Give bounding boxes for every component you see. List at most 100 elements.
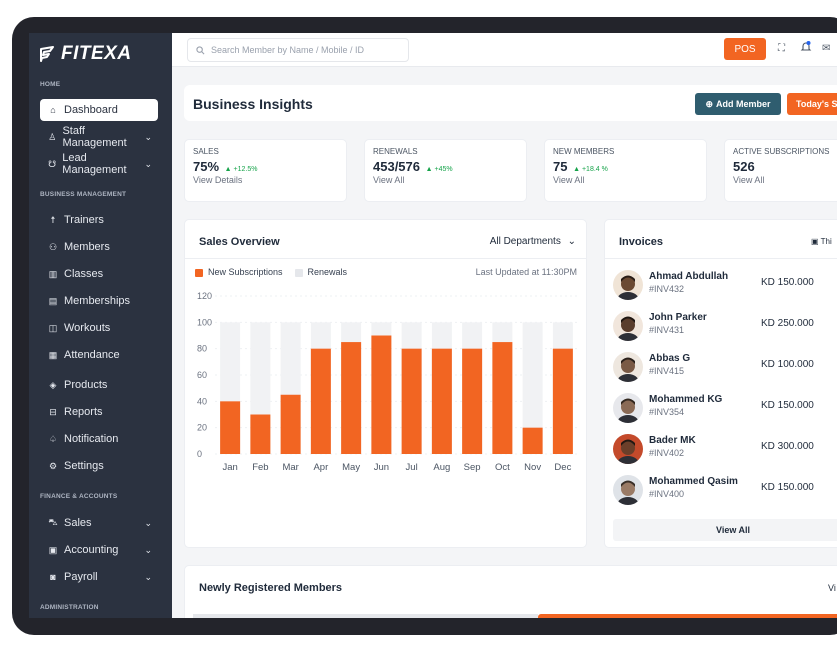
view-all-invoices-button[interactable]: View All [613,519,837,541]
sidebar-item-attendance[interactable]: ▦ Attendance [40,344,158,366]
brand-logo[interactable]: FITEXA [39,43,132,65]
trainer-icon: ☨ [50,214,56,225]
sidebar-item-accounting[interactable]: ▣ Accounting ⌄ [40,539,158,561]
sidebar-item-label: Payroll [64,571,98,583]
section-finance: FINANCE & ACCOUNTS [40,493,118,500]
products-icon: ◈ [49,379,57,390]
department-value: All Departments [489,236,561,247]
cart-icon: ⛍ [48,517,58,527]
sidebar-item-payroll[interactable]: ◙ Payroll ⌄ [40,566,158,588]
sidebar-item-members[interactable]: ⚇ Members [40,236,158,258]
invoice-row[interactable]: Ahmad Abdullah #INV432 KD 150.000 [613,268,837,302]
bar-new-subscriptions[interactable] [522,427,543,454]
x-tick-label: Nov [524,462,541,473]
bar-renewals[interactable] [522,322,543,454]
invoice-customer-name: John Parker [649,312,707,323]
sidebar-item-products[interactable]: ◈ Products [40,374,158,396]
sidebar-item-lead-management[interactable]: ☋ Lead Management ⌄ [40,152,158,176]
brand-name: FITEXA [61,43,132,64]
add-member-label: Add Member [716,99,771,109]
fullscreen-icon[interactable]: ⛶ [778,43,785,54]
avatar [613,311,643,341]
sidebar-item-classes[interactable]: ▥ Classes [40,263,158,285]
search-placeholder: Search Member by Name / Mobile / ID [211,45,365,55]
sidebar-item-label: Members [64,241,110,253]
bar-new-subscriptions[interactable] [250,414,271,455]
membership-icon: ▤ [48,295,58,306]
legend-new-subscriptions[interactable]: New Subscriptions [195,267,283,277]
sidebar-item-label: Workouts [64,322,111,334]
stat-change: ▲ +18.4 % [573,166,608,173]
sidebar-item-memberships[interactable]: ▤ Memberships [40,290,158,312]
y-tick-label: 60 [197,370,207,380]
page-title: Business Insights [193,96,313,112]
table-header-accent [538,614,837,618]
bar-new-subscriptions[interactable] [220,401,241,454]
sidebar-item-dashboard[interactable]: ⌂ Dashboard [40,99,158,121]
invoice-id: #INV402 [649,448,685,458]
add-member-button[interactable]: ⊕ Add Member [695,93,781,115]
stat-card-sales: SALES 75% ▲ +12.5% View Details [184,139,347,202]
y-tick-label: 0 [197,449,202,459]
view-all-members-link[interactable]: Vi [828,583,836,593]
stat-link[interactable]: View All [373,175,405,185]
bar-new-subscriptions[interactable] [401,348,422,454]
sidebar-item-trainers[interactable]: ☨ Trainers [40,209,158,231]
sidebar-item-settings[interactable]: ⚙ Settings [40,455,158,477]
sales-overview-card: Sales Overview All Departments ⌄ New Sub… [184,219,587,548]
bar-new-subscriptions[interactable] [310,348,331,454]
x-tick-label: Apr [313,462,328,473]
table-header [193,614,538,618]
todays-schedule-button[interactable]: Today's Sc [787,93,837,115]
mail-icon[interactable]: ✉ [822,43,831,54]
stat-label: NEW MEMBERS [553,147,615,156]
invoice-row[interactable]: John Parker #INV431 KD 250.000 [613,309,837,343]
department-select[interactable]: All Departments ⌄ [490,236,576,247]
search-input[interactable]: Search Member by Name / Mobile / ID [187,38,409,62]
invoice-amount: KD 100.000 [761,359,814,370]
staff-icon: ♙ [48,131,57,142]
page-header: Business Insights ⊕ Add Member Today's S… [184,85,837,121]
sidebar-item-workouts[interactable]: ◫ Workouts [40,317,158,339]
top-bar: Search Member by Name / Mobile / ID POS … [172,33,837,67]
stat-link[interactable]: View All [733,175,765,185]
members-icon: ⚇ [48,241,58,252]
stat-link[interactable]: View Details [193,175,243,185]
bar-new-subscriptions[interactable] [462,348,483,454]
notification-icon[interactable] [800,40,812,56]
invoice-amount: KD 150.000 [761,277,814,288]
chevron-down-icon: ⌄ [567,236,576,247]
invoice-row[interactable]: Abbas G #INV415 KD 100.000 [613,350,837,384]
avatar [613,434,643,464]
divider [605,258,837,259]
invoice-id: #INV431 [649,325,685,335]
bar-new-subscriptions[interactable] [341,342,362,454]
invoice-row[interactable]: Mohammed Qasim #INV400 KD 150.000 [613,473,837,507]
card-title: Invoices [619,236,664,248]
sidebar-item-reports[interactable]: ⊟ Reports [40,401,158,423]
reports-icon: ⊟ [49,406,57,417]
last-updated: Last Updated at 11:30PM [475,267,577,277]
bar-new-subscriptions[interactable] [371,335,392,455]
newly-registered-card: Newly Registered Members Vi [184,565,837,618]
bar-new-subscriptions[interactable] [280,394,301,454]
stat-value-row: 75% ▲ +12.5% [193,159,338,174]
device-frame: FITEXA HOME ⌂ Dashboard ♙ Staff Manageme… [12,17,837,635]
sidebar-item-notification[interactable]: ♤ Notification [40,428,158,450]
sidebar-item-sales[interactable]: ⛍ Sales ⌄ [40,512,158,534]
bar-new-subscriptions[interactable] [552,348,573,454]
legend-renewals[interactable]: Renewals [294,267,347,277]
bar-new-subscriptions[interactable] [492,342,513,454]
bar-new-subscriptions[interactable] [431,348,452,454]
invoice-filter[interactable]: ▣ Thi [811,237,832,246]
sidebar-item-staff-management[interactable]: ♙ Staff Management ⌄ [40,125,158,149]
pos-button[interactable]: POS [724,38,766,60]
x-tick-label: Aug [433,462,450,473]
invoice-row[interactable]: Bader MK #INV402 KD 300.000 [613,432,837,466]
home-icon: ⌂ [50,105,56,115]
x-tick-label: Feb [252,462,268,473]
stat-link[interactable]: View All [553,175,585,185]
invoice-id: #INV432 [649,284,685,294]
invoice-row[interactable]: Mohammed KG #INV354 KD 150.000 [613,391,837,425]
gear-icon: ⚙ [48,460,58,471]
